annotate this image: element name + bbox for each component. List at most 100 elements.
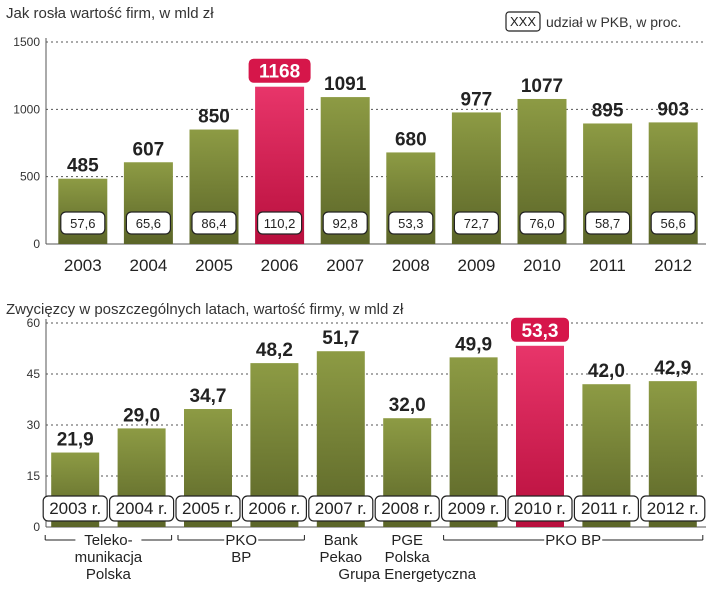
value-label: 29,0	[123, 405, 160, 426]
pkb-badge	[453, 211, 499, 235]
x-tick-label: 2012 r.	[647, 499, 699, 518]
x-tick-label: 2009	[457, 256, 495, 275]
year-badge	[308, 495, 374, 522]
pkb-badge-value: 56,6	[661, 216, 686, 231]
chart-bottom-winners: Zwycięzcy w poszczególnych latach, warto…	[6, 301, 706, 583]
x-tick-label: 2004	[129, 256, 167, 275]
y-tick-label: 500	[20, 170, 40, 184]
company-label: Teleko-	[84, 532, 132, 549]
y-tick-label: 45	[27, 367, 41, 381]
x-tick-label: 2005 r.	[182, 499, 234, 518]
chart-title: Jak rosła wartość firm, w mld zł	[6, 5, 214, 22]
x-tick-label: 2004 r.	[116, 499, 168, 518]
value-label: 42,0	[588, 361, 625, 382]
x-tick-label: 2008 r.	[381, 499, 433, 518]
company-label: munikacja	[75, 549, 143, 566]
pkb-badge	[584, 211, 631, 235]
legend-label: udział w PKB, w proc.	[546, 14, 681, 30]
value-label: 32,0	[389, 395, 426, 416]
x-tick-label: 2007 r.	[315, 499, 367, 518]
pkb-badge	[60, 211, 106, 235]
value-label: 680	[395, 129, 427, 150]
pkb-badge	[125, 211, 172, 235]
value-label: 34,7	[190, 386, 227, 407]
value-label: 895	[592, 100, 624, 121]
pkb-badge-value: 76,0	[529, 216, 554, 231]
x-tick-label: 2010	[523, 256, 561, 275]
x-tick-label: 2006	[261, 256, 299, 275]
chart-title: Zwycięzcy w poszczególnych latach, warto…	[6, 301, 404, 318]
company-label: Grupa Energetyczna	[338, 566, 476, 583]
value-label: 903	[657, 99, 689, 120]
pkb-badge-value: 57,6	[70, 216, 95, 231]
year-badge	[42, 495, 108, 522]
value-label: 48,2	[256, 340, 293, 361]
company-label: Polska	[385, 549, 431, 566]
year-badge	[573, 495, 640, 522]
y-tick-label: 30	[27, 418, 41, 432]
pkb-badge-value: 58,7	[595, 216, 620, 231]
x-tick-label: 2006 r.	[248, 499, 300, 518]
x-tick-label: 2010 r.	[514, 499, 566, 518]
value-label: 53,3	[522, 321, 559, 342]
year-badge	[507, 495, 573, 522]
company-label-bg	[75, 534, 142, 546]
value-label: 1077	[521, 76, 563, 97]
value-label: 51,7	[322, 328, 359, 349]
x-tick-label: 2007	[326, 256, 364, 275]
legend-swatch-text: XXX	[510, 14, 536, 29]
y-tick-label: 0	[33, 237, 40, 251]
x-tick-label: 2003	[64, 256, 102, 275]
legend-swatch	[505, 11, 541, 32]
year-badge	[374, 495, 440, 522]
company-label-bg	[544, 534, 603, 546]
pkb-badge-value: 92,8	[333, 216, 358, 231]
y-tick-label: 1500	[13, 35, 40, 49]
value-label: 49,9	[455, 334, 492, 355]
company-label-bg	[224, 534, 259, 546]
x-tick-label: 2008	[392, 256, 430, 275]
pkb-badge	[191, 211, 237, 235]
y-tick-label: 0	[33, 520, 40, 534]
pkb-badge-value: 86,4	[201, 216, 226, 231]
x-tick-label: 2011	[589, 256, 626, 275]
year-badge	[241, 495, 307, 522]
pkb-badge	[519, 211, 565, 235]
pkb-badge	[257, 211, 303, 235]
y-tick-label: 15	[27, 469, 41, 483]
pkb-badge-value: 72,7	[464, 216, 489, 231]
value-label-highlight-bg	[511, 317, 569, 342]
y-tick-label: 1000	[13, 102, 40, 116]
x-tick-label: 2012	[654, 256, 692, 275]
value-label: 21,9	[57, 430, 94, 451]
value-label: 850	[198, 107, 230, 128]
x-tick-label: 2003 r.	[49, 499, 101, 518]
pkb-badge	[388, 211, 434, 235]
x-tick-label: 2011 r.	[581, 499, 632, 518]
company-label: Polska	[86, 566, 132, 583]
company-label: Pekao	[320, 549, 363, 566]
company-label: PGE	[391, 532, 423, 549]
chart-top-company-value: Jak rosła wartość firm, w mld zł XXX udzia…	[6, 5, 706, 275]
value-label: 485	[67, 156, 99, 177]
year-badge	[108, 495, 175, 522]
value-label: 42,9	[654, 358, 691, 379]
pkb-badge-value: 53,3	[398, 216, 423, 231]
value-label-highlight-bg	[248, 58, 311, 83]
company-label: BP	[231, 549, 251, 566]
value-label: 1091	[324, 74, 367, 95]
pkb-badge	[650, 211, 696, 235]
pkb-badge-value: 110,2	[264, 216, 296, 231]
x-tick-label: 2009 r.	[448, 499, 500, 518]
pkb-badge	[322, 211, 368, 235]
x-tick-label: 2005	[195, 256, 233, 275]
value-label: 1168	[259, 62, 300, 83]
value-label: 607	[133, 139, 165, 160]
company-label: PKO	[225, 532, 257, 549]
y-tick-label: 60	[27, 316, 41, 330]
year-badge	[441, 495, 507, 522]
year-badge	[175, 495, 241, 522]
value-label: 977	[461, 89, 493, 110]
company-label: PKO BP	[545, 532, 601, 549]
